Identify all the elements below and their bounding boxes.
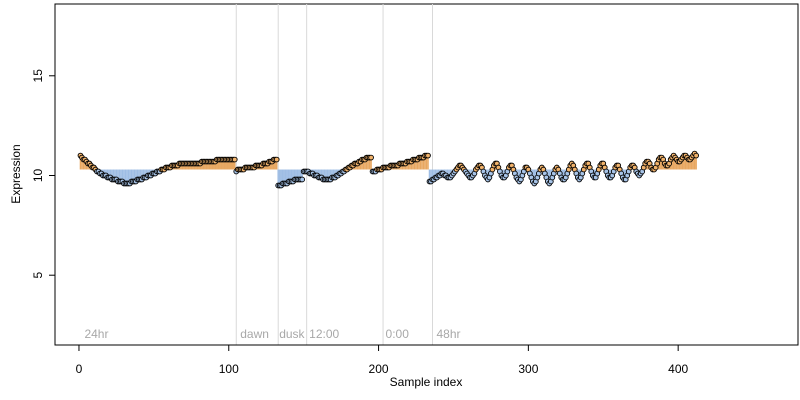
annotation-5: 48hr	[436, 327, 460, 341]
data-point-131	[273, 156, 280, 163]
data-point-148	[299, 176, 306, 183]
x-tick-label-1: 100	[219, 362, 239, 376]
x-tick-label-4: 400	[668, 362, 688, 376]
data-point-232	[425, 152, 431, 159]
annotation-group: 24hr dawn dusk 12:00 0:00 48hr	[84, 327, 460, 341]
x-tick-label-3: 300	[518, 362, 538, 376]
data-point-103	[231, 156, 238, 163]
x-axis: 0 100 200 300 400	[76, 344, 688, 376]
annotation-4: 0:00	[386, 327, 410, 341]
x-tick-label-0: 0	[76, 362, 83, 376]
point-group	[77, 150, 699, 189]
data-point-194	[368, 154, 374, 161]
x-axis-title: Sample index	[390, 375, 463, 389]
data-point-411	[693, 152, 699, 159]
y-tick-label-0: 5	[31, 272, 45, 279]
y-tick-label-1: 10	[31, 169, 45, 183]
y-axis: 5 10 15	[31, 69, 56, 279]
annotation-3: 12:00	[309, 327, 339, 341]
y-axis-title: Expression	[9, 144, 23, 203]
annotation-2: dusk	[279, 327, 305, 341]
annotation-1: dawn	[240, 327, 269, 341]
x-tick-label-2: 200	[369, 362, 389, 376]
y-tick-label-2: 15	[31, 69, 45, 83]
annotation-0: 24hr	[84, 327, 108, 341]
plot-frame	[54, 3, 799, 346]
